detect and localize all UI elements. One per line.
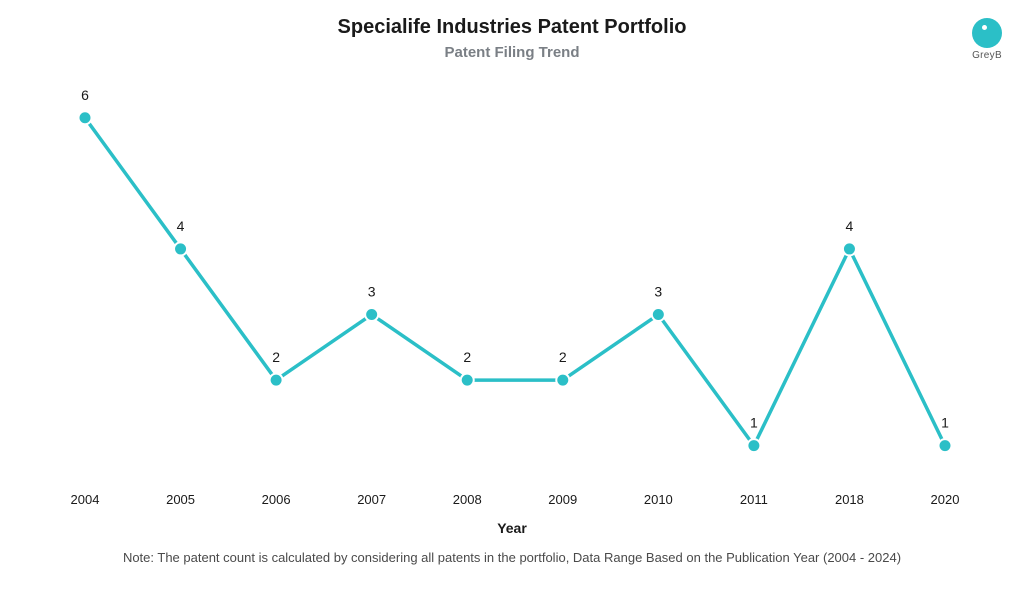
data-label: 2: [463, 349, 471, 365]
logo-text: GreyB: [972, 50, 1002, 61]
data-label: 2: [272, 349, 280, 365]
line-chart: 6 4 2 3 2 2 3 1 4 1: [60, 85, 970, 485]
data-label: 3: [654, 284, 662, 300]
data-point: [652, 308, 665, 321]
x-tick-label: 2008: [453, 492, 482, 507]
data-point: [461, 374, 474, 387]
x-tick-label: 2007: [357, 492, 386, 507]
data-label: 3: [368, 284, 376, 300]
logo-icon: [972, 18, 1002, 48]
brand-logo: GreyB: [972, 18, 1002, 61]
x-tick-label: 2010: [644, 492, 673, 507]
x-tick-label: 2009: [548, 492, 577, 507]
data-point: [556, 374, 569, 387]
data-label: 4: [846, 218, 854, 234]
data-label: 4: [177, 218, 185, 234]
data-point: [365, 308, 378, 321]
data-label: 1: [750, 415, 758, 431]
data-point: [79, 111, 92, 124]
data-point: [939, 439, 952, 452]
x-axis-ticks: 2004 2005 2006 2007 2008 2009 2010 2011 2018 2020: [60, 492, 970, 512]
x-tick-label: 2004: [71, 492, 100, 507]
data-point: [174, 242, 187, 255]
data-point: [270, 374, 283, 387]
x-tick-label: 2018: [835, 492, 864, 507]
chart-subtitle: Patent Filing Trend: [0, 44, 1024, 61]
x-tick-label: 2005: [166, 492, 195, 507]
data-point: [747, 439, 760, 452]
trend-line: [85, 118, 945, 446]
x-tick-label: 2011: [740, 492, 768, 507]
chart-title: Specialife Industries Patent Portfolio: [0, 16, 1024, 39]
x-tick-label: 2006: [262, 492, 291, 507]
data-point: [843, 242, 856, 255]
footnote: Note: The patent count is calculated by …: [0, 550, 1024, 565]
x-axis-label: Year: [0, 520, 1024, 536]
data-label: 6: [81, 87, 89, 103]
data-label: 2: [559, 349, 567, 365]
x-tick-label: 2020: [931, 492, 960, 507]
data-label: 1: [941, 415, 949, 431]
